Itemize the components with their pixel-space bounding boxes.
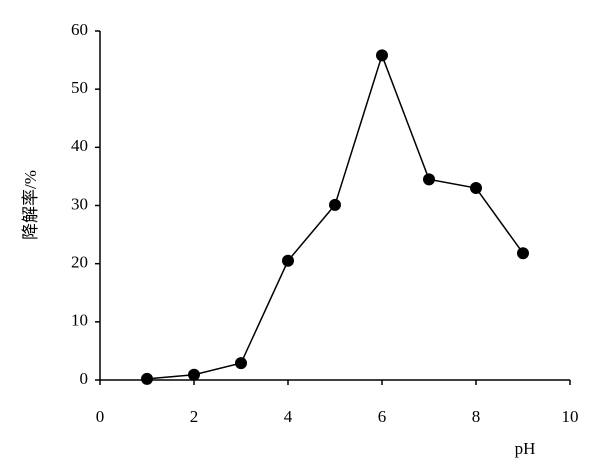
x-tick-label: 0 <box>96 407 105 426</box>
data-point <box>517 247 529 260</box>
x-tick-label: 8 <box>472 407 481 426</box>
data-point <box>188 368 200 381</box>
y-tick-label: 20 <box>71 253 88 272</box>
data-point <box>423 173 435 186</box>
y-tick-label: 40 <box>71 136 88 155</box>
data-line <box>146 53 524 380</box>
x-tick-label: 10 <box>562 407 579 426</box>
x-tick-label: 2 <box>190 407 199 426</box>
data-point <box>470 182 482 195</box>
y-tick-label: 60 <box>71 20 88 39</box>
y-tick-label: 30 <box>71 194 88 213</box>
data-point <box>282 254 294 267</box>
data-point <box>235 357 247 370</box>
data-point <box>329 198 341 211</box>
y-tick-label: 50 <box>71 78 88 97</box>
x-axis-label: pH <box>515 439 536 458</box>
y-tick-label: 0 <box>80 369 89 388</box>
x-tick-label: 4 <box>284 407 293 426</box>
y-axis-label: 降解率/% <box>21 170 40 240</box>
data-point <box>141 372 153 385</box>
x-tick-label: 6 <box>378 407 387 426</box>
y-tick-label: 10 <box>71 311 88 330</box>
data-point <box>376 49 388 62</box>
